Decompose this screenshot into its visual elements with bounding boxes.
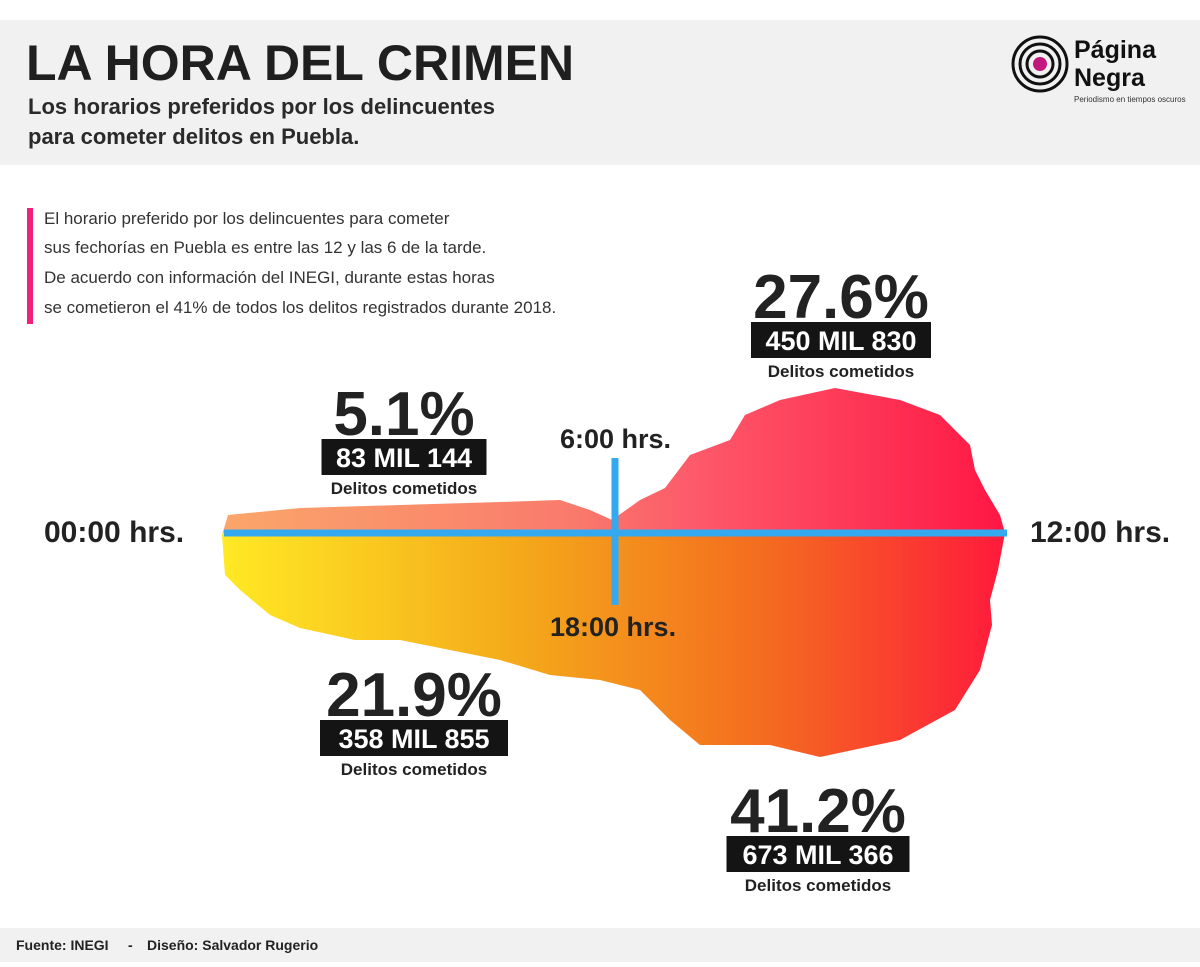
segment-percent: 5.1% [333, 380, 474, 449]
footer-separator: - [128, 937, 133, 953]
intro-line: De acuerdo con información del INEGI, du… [44, 268, 495, 287]
segment-percent: 27.6% [753, 263, 929, 332]
segment-count: 83 MIL 144 [336, 443, 472, 473]
segment-percent: 21.9% [326, 661, 502, 730]
intro-line: El horario preferido por los delincuente… [44, 209, 450, 228]
subtitle: para cometer delitos en Puebla. [28, 124, 359, 149]
footer-source: Fuente: INEGI [16, 937, 109, 953]
intro-line: se cometieron el 41% de todos los delito… [44, 298, 556, 317]
axis-label: 18:00 hrs. [550, 612, 676, 642]
count-box [320, 720, 508, 756]
logo-tagline: Periodismo en tiempos oscuros [1074, 95, 1186, 104]
count-box [321, 439, 487, 475]
header-band [0, 20, 1200, 165]
intro-line: sus fechorías en Puebla es entre las 12 … [44, 238, 486, 257]
segment-count: 673 MIL 366 [742, 840, 893, 870]
intro-bar [27, 208, 33, 324]
segment-label: Delitos cometidos [768, 362, 914, 381]
segment-count: 358 MIL 855 [338, 724, 489, 754]
logo: Página Negra Periodismo en tiempos oscur… [1011, 35, 1186, 104]
footer-design: Diseño: Salvador Rugerio [147, 937, 318, 953]
logo-name: Negra [1074, 64, 1146, 92]
segment-label: Delitos cometidos [745, 876, 891, 895]
segment-count: 450 MIL 830 [765, 326, 916, 356]
title: LA HORA DEL CRIMEN [26, 35, 574, 91]
count-box [751, 322, 931, 358]
axis-label: 12:00 hrs. [1030, 516, 1170, 549]
axis-label: 00:00 hrs. [44, 516, 184, 549]
footer-band [0, 928, 1200, 962]
axis-label: 6:00 hrs. [560, 424, 671, 454]
subtitle: Los horarios preferidos por los delincue… [28, 94, 495, 119]
clock-shape [222, 388, 1005, 757]
segment-label: Delitos cometidos [331, 479, 477, 498]
count-box [726, 836, 910, 872]
segment-percent: 41.2% [730, 777, 906, 846]
segment-label: Delitos cometidos [341, 760, 487, 779]
logo-name: Página [1074, 36, 1157, 64]
